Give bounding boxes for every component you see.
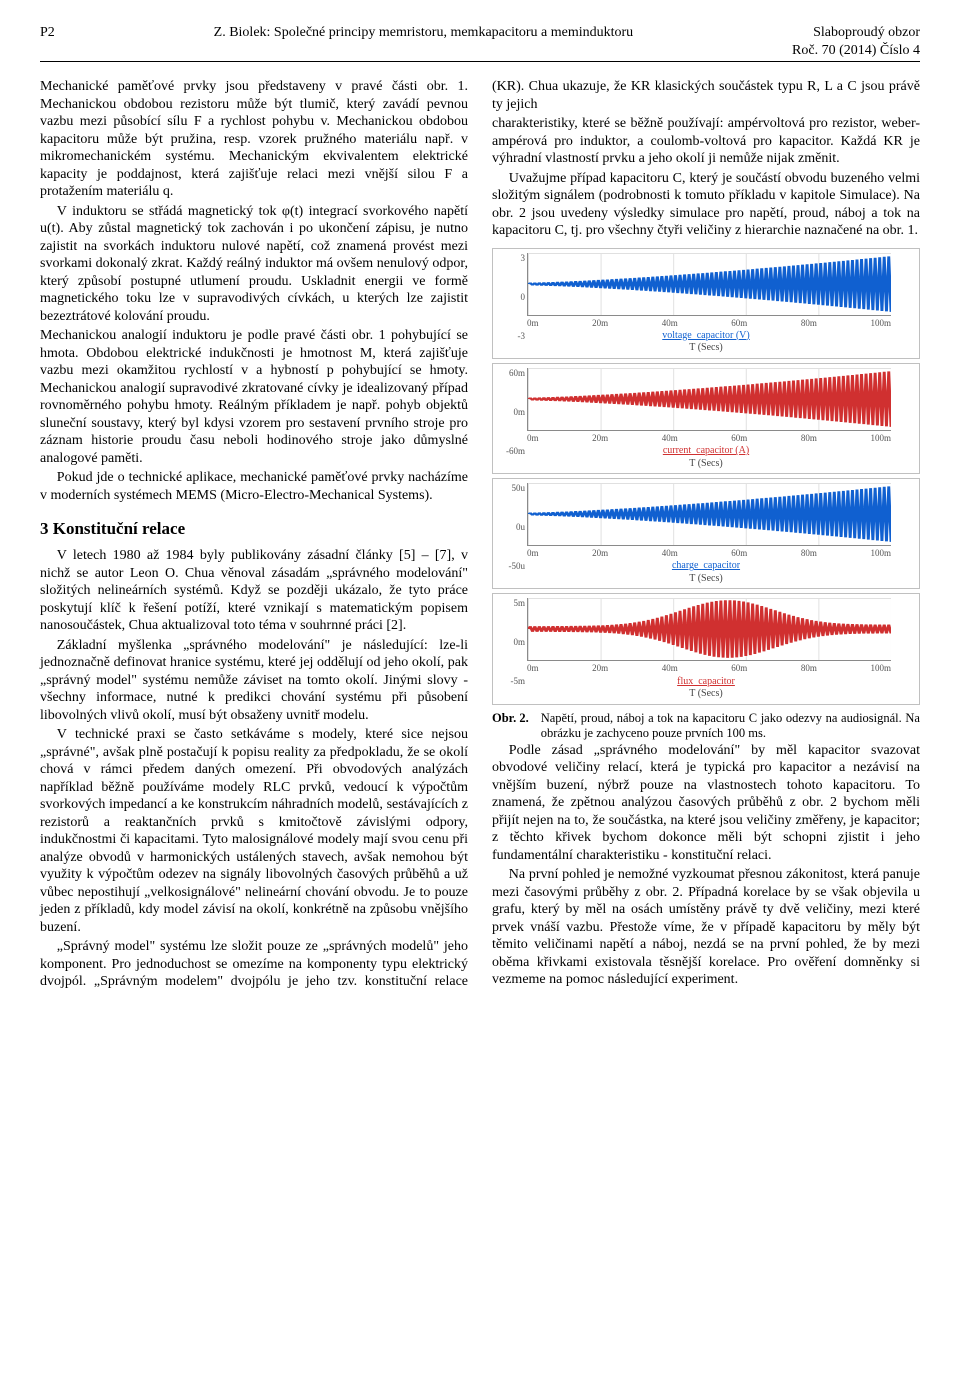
y-tick: 0m xyxy=(495,407,525,418)
paragraph: Mechanické paměťové prvky jsou představe… xyxy=(40,78,468,201)
x-tick: 80m xyxy=(801,548,817,559)
axis-label: T (Secs) xyxy=(493,573,919,586)
y-tick: 0u xyxy=(495,522,525,533)
x-tick: 100m xyxy=(870,548,891,559)
y-tick: 0 xyxy=(495,292,525,303)
section-heading: 3 Konstituční relace xyxy=(40,518,468,539)
x-tick: 60m xyxy=(731,318,747,329)
x-tick: 80m xyxy=(801,433,817,444)
x-tick: 0m xyxy=(527,433,539,444)
x-tick: 40m xyxy=(662,318,678,329)
figure-2: 30-30m20m40m60m80m100mvoltage_capacitor … xyxy=(492,248,920,705)
x-tick: 80m xyxy=(801,318,817,329)
paragraph: Na první pohled je nemožné vyzkoumat pře… xyxy=(492,866,920,989)
page-number: P2 xyxy=(40,24,55,59)
paragraph: Základní myšlenka „správného modelování"… xyxy=(40,637,468,725)
journal-name: Slaboproudý obzor xyxy=(792,24,920,42)
x-tick: 40m xyxy=(662,433,678,444)
signal-label: charge_capacitor xyxy=(672,560,740,571)
y-tick: 0m xyxy=(495,637,525,648)
x-tick: 100m xyxy=(870,663,891,674)
paragraph: Uvažujme případ kapacitoru C, který je s… xyxy=(492,170,920,240)
paragraph: Pokud jde o technické aplikace, mechanic… xyxy=(40,469,468,504)
page-header: P2 Z. Biolek: Společné principy memristo… xyxy=(40,24,920,62)
y-tick: -50u xyxy=(495,561,525,572)
figure-caption: Obr. 2. Napětí, proud, náboj a tok na ka… xyxy=(492,711,920,742)
x-tick: 20m xyxy=(592,318,608,329)
figure-label: Obr. 2. xyxy=(492,711,529,742)
x-tick: 40m xyxy=(662,663,678,674)
y-tick: -3 xyxy=(495,331,525,342)
paragraph: Mechanickou analogií induktoru je podle … xyxy=(40,327,468,467)
x-tick: 100m xyxy=(870,433,891,444)
x-tick: 40m xyxy=(662,548,678,559)
paragraph: charakteristiky, které se běžně používaj… xyxy=(492,115,920,168)
chart-panel: 60m0m-60m0m20m40m60m80m100mcurrent_capac… xyxy=(492,363,920,474)
y-tick: -5m xyxy=(495,676,525,687)
y-tick: 50u xyxy=(495,483,525,494)
signal-label: current_capacitor (A) xyxy=(663,445,749,456)
figure-caption-text: Napětí, proud, náboj a tok na kapacitoru… xyxy=(541,711,920,742)
y-tick: -60m xyxy=(495,446,525,457)
x-tick: 60m xyxy=(731,433,747,444)
journal-issue: Roč. 70 (2014) Číslo 4 xyxy=(792,42,920,60)
paragraph: V technické praxi se často setkáváme s m… xyxy=(40,726,468,936)
x-tick: 20m xyxy=(592,433,608,444)
x-tick: 20m xyxy=(592,548,608,559)
x-tick: 0m xyxy=(527,663,539,674)
axis-label: T (Secs) xyxy=(493,342,919,355)
x-tick: 100m xyxy=(870,318,891,329)
x-tick: 20m xyxy=(592,663,608,674)
y-tick: 5m xyxy=(495,598,525,609)
x-tick: 0m xyxy=(527,318,539,329)
paragraph: V letech 1980 až 1984 byly publikovány z… xyxy=(40,547,468,635)
axis-label: T (Secs) xyxy=(493,458,919,471)
x-tick: 80m xyxy=(801,663,817,674)
axis-label: T (Secs) xyxy=(493,688,919,701)
signal-label: flux_capacitor xyxy=(677,676,735,687)
x-tick: 60m xyxy=(731,548,747,559)
body-columns: Mechanické paměťové prvky jsou představe… xyxy=(40,78,920,991)
y-tick: 60m xyxy=(495,368,525,379)
paragraph: Podle zásad „správného modelování" by mě… xyxy=(492,742,920,865)
y-tick: 3 xyxy=(495,253,525,264)
chart-panel: 5m0m-5m0m20m40m60m80m100mflux_capacitorT… xyxy=(492,593,920,704)
paragraph: V induktoru se střádá magnetický tok φ(t… xyxy=(40,203,468,326)
x-tick: 0m xyxy=(527,548,539,559)
paper-running-title: Z. Biolek: Společné principy memristoru,… xyxy=(55,24,792,59)
chart-panel: 3 0 -30m 20m 40m 60m 80m 100m voltage_capacitor … xyxy=(492,248,920,359)
x-tick: 60m xyxy=(731,663,747,674)
signal-label: voltage_capacitor (V) xyxy=(662,330,749,341)
chart-panel: 50u 0u -50u0m 20m 40m 60m 80m 100m charge_capaci… xyxy=(492,478,920,589)
